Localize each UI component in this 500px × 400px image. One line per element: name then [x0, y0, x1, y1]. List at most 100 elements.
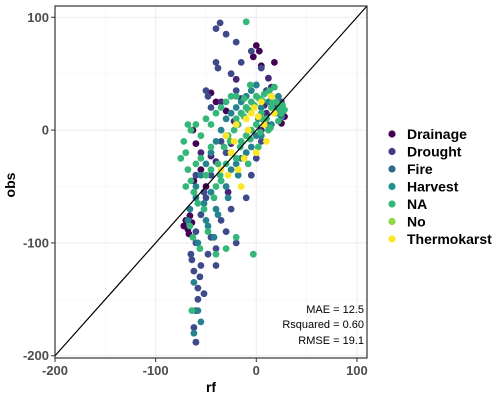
data-point — [242, 194, 250, 202]
legend-label: Thermokarst — [407, 231, 492, 247]
data-point — [263, 109, 270, 117]
data-point — [224, 171, 232, 179]
data-point — [214, 211, 222, 219]
data-point — [197, 211, 205, 219]
data-point — [268, 92, 275, 100]
data-point — [188, 307, 196, 314]
data-point — [192, 183, 200, 190]
data-point — [202, 160, 210, 168]
data-point — [232, 239, 240, 247]
data-point — [194, 295, 202, 303]
data-point — [202, 87, 210, 94]
data-point — [247, 87, 255, 94]
data-point — [254, 143, 262, 151]
data-point — [217, 217, 225, 224]
data-point — [196, 273, 204, 281]
data-point — [189, 233, 197, 241]
data-point — [212, 98, 220, 106]
data-point — [212, 25, 220, 32]
data-point — [197, 132, 205, 140]
legend-key — [388, 200, 396, 208]
data-point — [210, 194, 218, 202]
data-point — [217, 126, 225, 134]
data-point — [207, 104, 215, 111]
y-tick-label: -100 — [23, 235, 49, 250]
y-tick-label: -200 — [23, 348, 49, 363]
x-tick-label: 100 — [346, 363, 368, 378]
data-point — [184, 166, 192, 174]
data-point — [200, 200, 208, 207]
data-point — [182, 149, 190, 157]
data-point — [202, 217, 210, 224]
data-point — [246, 81, 254, 89]
data-point — [197, 149, 205, 157]
data-points — [177, 18, 288, 346]
data-point — [196, 245, 204, 253]
data-point — [220, 143, 228, 151]
data-point — [237, 183, 245, 190]
legend-label: NA — [407, 196, 427, 212]
legend-label: Drought — [407, 144, 462, 160]
data-point — [232, 38, 240, 46]
data-point — [232, 115, 240, 123]
data-point — [232, 87, 240, 94]
identity-reference-line — [54, 5, 368, 357]
legend-key — [388, 165, 396, 173]
data-point — [190, 324, 198, 331]
data-point — [252, 149, 260, 157]
data-point — [194, 284, 202, 292]
data-point — [252, 42, 260, 49]
data-point — [275, 117, 282, 125]
stat-rmse: RMSE = 19.1 — [298, 335, 364, 347]
data-point — [214, 64, 222, 72]
data-point — [187, 250, 195, 258]
legend-label: Harvest — [407, 179, 459, 195]
data-point — [212, 59, 220, 66]
data-point — [232, 160, 240, 168]
axis-ticks: -200 -100 0 100 -200 -100 0 100 — [23, 10, 368, 378]
data-point — [188, 256, 196, 264]
data-point — [242, 149, 250, 157]
legend-item: NA — [388, 196, 427, 212]
data-point — [247, 143, 255, 151]
data-point — [204, 92, 212, 100]
data-point — [244, 160, 252, 168]
data-point — [184, 217, 192, 224]
data-point — [200, 290, 208, 298]
data-point — [197, 262, 205, 269]
data-point — [210, 233, 218, 241]
data-point — [222, 149, 230, 157]
data-point — [194, 307, 202, 314]
data-point — [227, 70, 235, 78]
data-point — [222, 183, 230, 190]
data-point — [230, 138, 238, 145]
data-point — [192, 140, 200, 148]
data-point — [217, 98, 225, 106]
data-point — [224, 194, 232, 202]
data-point — [227, 205, 235, 213]
data-point — [236, 143, 244, 151]
data-point — [271, 59, 278, 66]
data-point — [246, 135, 254, 143]
data-point — [230, 126, 238, 134]
stat-mae: MAE = 12.5 — [306, 304, 364, 316]
data-point — [256, 129, 264, 136]
data-point — [227, 149, 235, 157]
data-point — [192, 338, 200, 346]
stat-rsquared: Rsquared = 0.60 — [282, 319, 364, 331]
data-point — [184, 121, 192, 128]
data-point — [249, 53, 257, 61]
legend-item: No — [388, 214, 426, 230]
data-point — [234, 171, 242, 179]
data-point — [242, 115, 250, 123]
data-point — [187, 126, 195, 134]
data-point — [197, 171, 205, 179]
data-point — [232, 121, 240, 128]
x-tick-label: 0 — [253, 363, 260, 378]
data-point — [204, 222, 212, 230]
data-point — [190, 329, 198, 337]
x-tick-label: -200 — [42, 363, 68, 378]
data-point — [257, 98, 265, 106]
data-point — [247, 109, 255, 117]
data-point — [192, 160, 200, 168]
